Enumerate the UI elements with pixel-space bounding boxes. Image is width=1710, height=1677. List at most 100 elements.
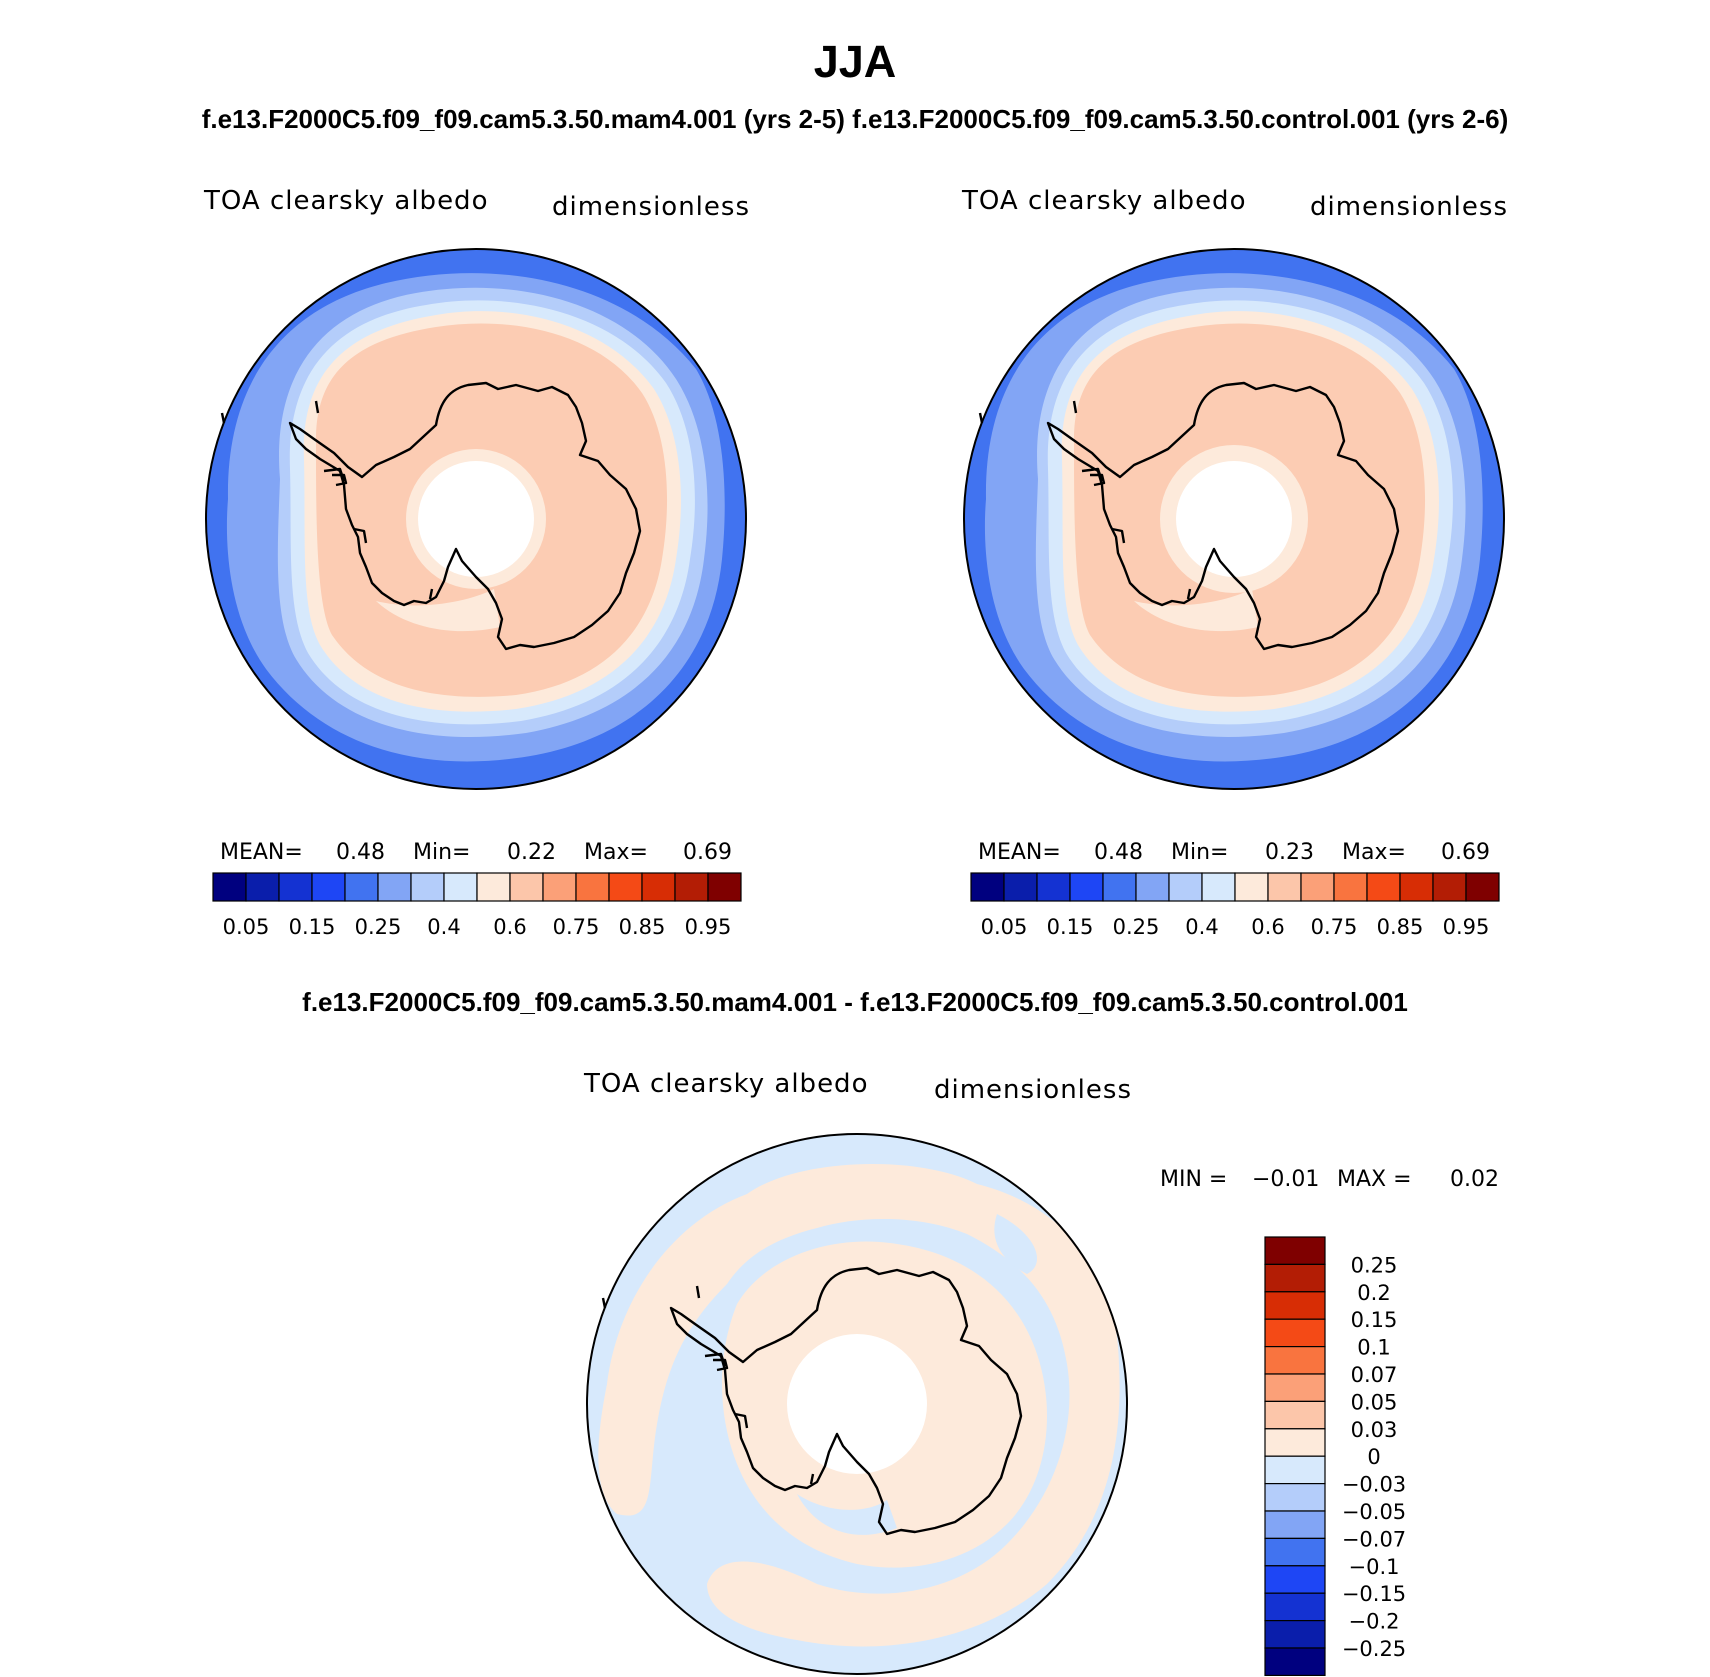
colorbar-box <box>1264 1537 1326 1567</box>
antarctica-coastline <box>601 1266 1023 1536</box>
colorbar-box <box>1366 872 1401 902</box>
colorbar-tick-label: −0.07 <box>1342 1527 1406 1551</box>
colorbar-tick-label: 0.4 <box>427 915 460 938</box>
panel2-polar-map <box>963 248 1505 790</box>
panel3-units-label: dimensionless <box>934 1075 1132 1105</box>
colorbar-box <box>1264 1647 1326 1676</box>
colorbar-tick-label: 0.1 <box>1357 1336 1390 1360</box>
colorbar-tick-label: 0.07 <box>1351 1363 1398 1387</box>
panel2-mean-value: 0.48 <box>1094 840 1143 865</box>
panel1-polar-map <box>205 248 747 790</box>
colorbar-tick-label: 0.15 <box>1351 1308 1398 1332</box>
panel2-variable-label: TOA clearsky albedo <box>962 186 1247 216</box>
colorbar-box <box>1168 872 1203 902</box>
colorbar-tick-label: 0.95 <box>1443 915 1490 938</box>
panel2-max-label: Max= <box>1342 840 1406 865</box>
colorbar-tick-label: −0.05 <box>1342 1500 1406 1524</box>
colorbar-box <box>1102 872 1137 902</box>
panel2-mean-label: MEAN= <box>978 840 1061 865</box>
colorbar-box <box>443 872 478 902</box>
colorbar-tick-label: −0.15 <box>1342 1582 1406 1606</box>
colorbar-box <box>1264 1345 1326 1375</box>
panel2-units-label: dimensionless <box>1310 192 1508 222</box>
colorbar-tick-label: 0.15 <box>289 915 336 938</box>
colorbar-box <box>707 872 742 902</box>
panel3-min-value: −0.01 <box>1252 1167 1320 1192</box>
colorbar-box <box>311 872 346 902</box>
panel1-colorbar: 0.05 0.15 0.25 0.4 0.6 0.75 0.85 0.95 <box>212 872 742 938</box>
colorbar-box <box>1264 1592 1326 1622</box>
panel2-colorbar: 0.05 0.15 0.25 0.4 0.6 0.75 0.85 0.95 <box>970 872 1500 938</box>
colorbar-box <box>245 872 280 902</box>
figure-subtitle: f.e13.F2000C5.f09_f09.cam5.3.50.mam4.001… <box>201 104 1509 134</box>
colorbar-tick-label: 0.6 <box>493 915 526 938</box>
colorbar-tick-label: 0 <box>1367 1445 1380 1469</box>
colorbar-box <box>1432 872 1467 902</box>
colorbar-box <box>575 872 610 902</box>
polar-hole <box>418 461 534 577</box>
colorbar-tick-label: 0.75 <box>1311 915 1358 938</box>
colorbar-tick-label: −0.03 <box>1342 1473 1406 1497</box>
colorbar-tick-label: 0.25 <box>1351 1253 1398 1277</box>
colorbar-box <box>1069 872 1104 902</box>
colorbar-box <box>542 872 577 902</box>
colorbar-tick-label: −0.25 <box>1342 1637 1406 1661</box>
figure-title: JJA <box>813 36 897 87</box>
colorbar-box <box>1003 872 1038 902</box>
colorbar-box <box>1465 872 1500 902</box>
colorbar-box <box>608 872 643 902</box>
colorbar-tick-label: 0.85 <box>619 915 666 938</box>
colorbar-box <box>377 872 412 902</box>
difference-title: f.e13.F2000C5.f09_f09.cam5.3.50.mam4.001… <box>302 987 1408 1017</box>
colorbar-box <box>1264 1428 1326 1457</box>
colorbar-box <box>1264 1236 1326 1265</box>
colorbar-box <box>476 872 511 902</box>
colorbar-tick-label: 0.25 <box>355 915 402 938</box>
colorbar-tick-label: 0.2 <box>1357 1281 1390 1305</box>
colorbar-box <box>509 872 544 902</box>
colorbar-box <box>1135 872 1170 902</box>
panel1-min-label: Min= <box>413 840 471 865</box>
colorbar-tick-label: 0.95 <box>685 915 732 938</box>
antarctica-coastline <box>220 381 642 651</box>
colorbar-box <box>278 872 313 902</box>
colorbar-tick-label: 0.4 <box>1185 915 1218 938</box>
colorbar-tick-label: 0.25 <box>1113 915 1160 938</box>
panel3-max-label: MAX = <box>1337 1167 1412 1192</box>
colorbar-box <box>410 872 445 902</box>
colorbar-box <box>970 872 1005 902</box>
colorbar-tick-label: 0.6 <box>1251 915 1284 938</box>
colorbar-box <box>1300 872 1335 902</box>
colorbar-box <box>1264 1620 1326 1649</box>
colorbar-tick-label: 0.75 <box>553 915 600 938</box>
colorbar-tick-label: 0.05 <box>981 915 1028 938</box>
colorbar-box <box>1036 872 1071 902</box>
colorbar-box <box>1264 1263 1326 1293</box>
colorbar-tick-label: 0.03 <box>1351 1418 1398 1442</box>
colorbar-box <box>1267 872 1302 902</box>
panel3-variable-label: TOA clearsky albedo <box>584 1069 869 1099</box>
colorbar-box <box>1264 1291 1326 1320</box>
panel2-min-label: Min= <box>1171 840 1229 865</box>
panel2-min-value: 0.23 <box>1265 840 1314 865</box>
colorbar-box <box>1264 1373 1326 1402</box>
panel3-min-label: MIN = <box>1160 1167 1228 1192</box>
panel1-mean-label: MEAN= <box>220 840 303 865</box>
panel1-max-value: 0.69 <box>683 840 732 865</box>
panel3-colorbar: 0.25 0.2 0.15 0.1 0.07 0.05 0.03 0 −0.03 −0.05 −0.… <box>1264 1236 1406 1676</box>
colorbar-box <box>1264 1565 1326 1594</box>
colorbar-tick-label: 0.05 <box>1351 1390 1398 1414</box>
panel3-polar-map <box>586 1133 1128 1675</box>
colorbar-box <box>1264 1318 1326 1348</box>
colorbar-box <box>212 872 247 902</box>
colorbar-box <box>1234 872 1269 902</box>
panel2-max-value: 0.69 <box>1441 840 1490 865</box>
colorbar-box <box>1264 1455 1326 1485</box>
colorbar-box <box>1201 872 1236 902</box>
colorbar-box <box>1399 872 1434 902</box>
polar-hole <box>787 1334 927 1474</box>
colorbar-box <box>1264 1483 1326 1512</box>
colorbar-tick-label: 0.05 <box>223 915 270 938</box>
panel1-variable-label: TOA clearsky albedo <box>204 186 489 216</box>
colorbar-box <box>344 872 379 902</box>
